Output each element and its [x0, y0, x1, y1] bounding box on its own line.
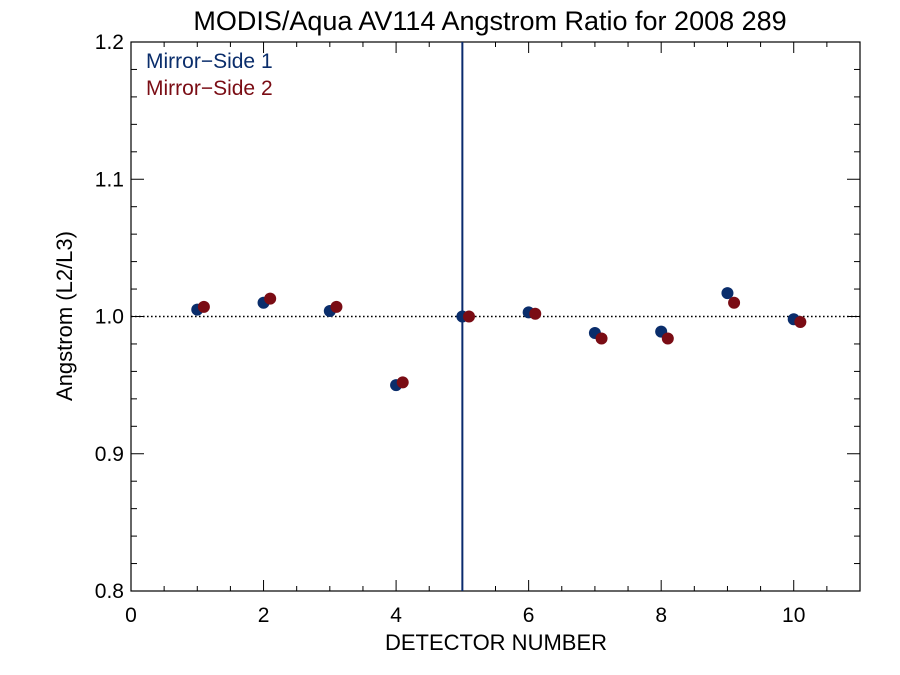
plot-area: 0 2 4 6 8 10 0.8 0.9 1.0 1.1 1.2	[95, 31, 861, 627]
series-1-point	[721, 287, 734, 300]
series-2-point	[529, 307, 542, 320]
x-tick-label: 0	[125, 604, 137, 627]
series-2-point	[264, 292, 277, 305]
chart-title: MODIS/Aqua AV114 Angstrom Ratio for 2008…	[193, 6, 786, 36]
series-2-point	[396, 376, 409, 389]
legend-entry-series-1: Mirror−Side 1	[146, 50, 273, 73]
series-2-point	[462, 310, 475, 323]
y-tick-label: 1.1	[95, 168, 124, 191]
x-tick-label: 8	[655, 604, 667, 627]
x-tick-label: 6	[523, 604, 535, 627]
x-tick-label: 2	[258, 604, 270, 627]
legend-entry-series-2: Mirror−Side 2	[146, 77, 273, 100]
y-tick-label: 0.9	[95, 443, 124, 466]
x-tick-label: 4	[390, 604, 402, 627]
series-2-point	[661, 332, 674, 345]
y-axis-label: Angstrom (L2/L3)	[52, 231, 77, 401]
x-tick-label: 10	[782, 604, 805, 627]
series-2-point	[728, 296, 741, 309]
series-2-point	[595, 332, 608, 345]
y-tick-label: 1.2	[95, 31, 124, 54]
series-2-point	[794, 315, 807, 328]
series-2-point	[197, 300, 210, 313]
series-2-point	[330, 300, 343, 313]
y-tick-label: 0.8	[95, 580, 124, 603]
legend: Mirror−Side 1 Mirror−Side 2	[146, 50, 273, 100]
y-tick-label: 1.0	[95, 306, 124, 329]
x-axis-label: DETECTOR NUMBER	[385, 630, 607, 655]
